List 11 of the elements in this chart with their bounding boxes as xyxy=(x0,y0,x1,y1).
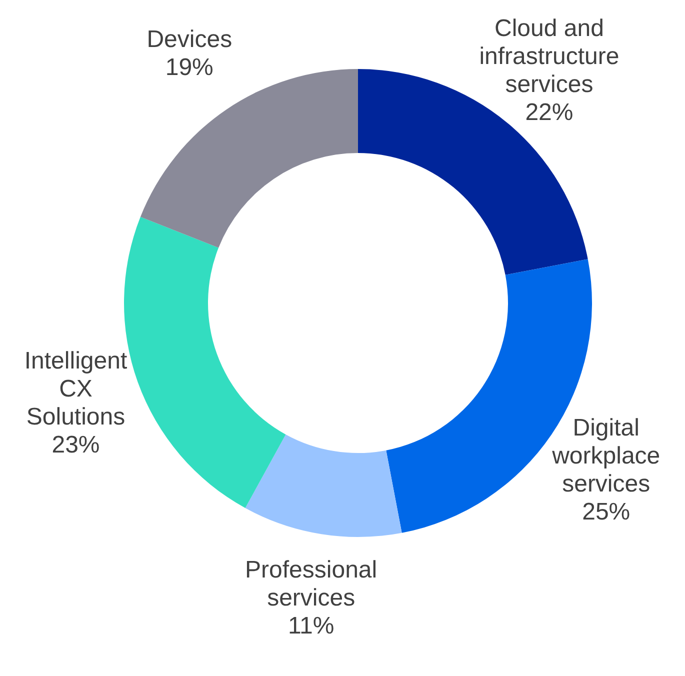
donut-slice xyxy=(245,434,402,537)
data-label: 11% xyxy=(288,612,334,640)
slice-label: Professional services xyxy=(245,556,378,612)
data-label: 19% xyxy=(165,54,214,82)
data-label: 22% xyxy=(525,99,574,126)
slice-label: Digital workplace services xyxy=(551,414,660,498)
slice-label: Cloud and infrastructure services xyxy=(479,15,620,98)
data-label: 23% xyxy=(52,432,100,459)
slice-label: Intelligent CX Solutions xyxy=(24,348,128,431)
data-label: 25% xyxy=(582,498,630,526)
slice-label: Devices xyxy=(146,26,232,54)
